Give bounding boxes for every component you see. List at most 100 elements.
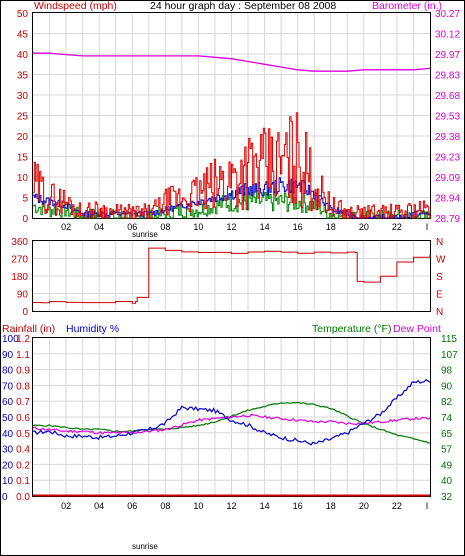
x-tick-label: 16 (293, 222, 303, 232)
humidity-tick: 70 (2, 381, 14, 392)
x-tick-label: 14 (260, 501, 270, 511)
temperature-tick: 40 (441, 476, 453, 487)
direction-compass-tick: N (436, 307, 443, 318)
barometer-tick: 29.23 (435, 153, 460, 164)
direction-degree-tick: 270 (11, 255, 28, 266)
temperature-tick: 74 (441, 413, 453, 424)
temperature-tick: 98 (441, 366, 453, 377)
gridlines (33, 13, 430, 496)
rainfall-tick: 0.2 (16, 460, 30, 471)
rainfall-tick: 0.5 (16, 429, 30, 440)
humidity-tick: 60 (2, 397, 14, 408)
windspeed-tick: 35 (17, 71, 29, 82)
temperature-tick: 49 (441, 460, 453, 471)
dewpoint-line (32, 413, 431, 435)
barometer-tick: 29.53 (435, 112, 460, 123)
windspeed-tick: 40 (17, 50, 29, 61)
x-tick-label: 04 (94, 222, 104, 232)
x-tick-label: 02 (61, 222, 71, 232)
x-tick-label: 08 (160, 222, 170, 232)
dewpoint-axis-label: Dew Point (393, 323, 441, 335)
wind-direction-line (33, 247, 431, 304)
barometer-tick: 29.97 (435, 50, 460, 61)
direction-compass-tick: W (436, 255, 446, 266)
tick-labels: 02 04 06 08 10 12 14 16 18 20 22 I 02 04 06 08 10 12 14 16 1… (2, 9, 460, 511)
x-tick-label: 14 (260, 222, 270, 232)
humidity-line (32, 378, 431, 446)
x-tick-label: 10 (193, 501, 203, 511)
temperature-tick: 32 (441, 492, 453, 503)
humidity-tick: 10 (2, 476, 14, 487)
barometer-tick: 29.68 (435, 91, 460, 102)
humidity-tick: 50 (2, 413, 14, 424)
x-tick-label: 06 (127, 222, 137, 232)
windspeed-tick: 0 (22, 214, 28, 225)
x-tick-label: I (426, 222, 429, 232)
barometer-tick: 30.27 (435, 9, 460, 20)
x-tick-label: 20 (359, 222, 369, 232)
windspeed-tick: 5 (22, 194, 28, 205)
direction-compass-tick: N (436, 237, 443, 248)
rainfall-tick: 0.0 (16, 492, 30, 503)
sunrise-label-top: sunrise (132, 230, 158, 239)
humidity-tick: 100 (2, 334, 19, 345)
wind-series-red (33, 112, 432, 219)
temperature-tick: 57 (441, 445, 453, 456)
humidity-tick: 80 (2, 366, 14, 377)
x-tick-label: 08 (160, 501, 170, 511)
windspeed-tick: 10 (17, 173, 29, 184)
x-tick-label: 06 (127, 501, 137, 511)
barometer-tick: 29.38 (435, 132, 460, 143)
temperature-tick: 90 (441, 381, 453, 392)
direction-compass-tick: S (436, 272, 443, 283)
x-tick-label: 20 (359, 501, 369, 511)
direction-degree-tick: 360 (11, 237, 28, 248)
windspeed-tick: 15 (17, 153, 29, 164)
barometer-axis-label: Barometer (in.) (372, 0, 442, 12)
rainfall-tick: 1.2 (16, 334, 30, 345)
rainfall-tick: 1.1 (16, 350, 30, 361)
chart-title: 24 hour graph day : September 08 2008 (150, 0, 336, 12)
series-group (32, 52, 432, 497)
rainfall-tick: 0.6 (16, 413, 30, 424)
x-tick-label: 22 (392, 501, 402, 511)
rainfall-tick: 0.9 (16, 366, 30, 377)
temperature-tick: 82 (441, 397, 453, 408)
x-tick-label: 12 (226, 222, 236, 232)
temperature-tick: 107 (441, 350, 458, 361)
x-tick-label: 16 (293, 501, 303, 511)
direction-degree-tick: 0 (22, 307, 28, 318)
windspeed-tick: 20 (17, 132, 29, 143)
x-tick-label: 18 (326, 501, 336, 511)
windspeed-tick: 45 (17, 30, 29, 41)
rainfall-tick: 0.4 (16, 445, 30, 456)
x-tick-label: I (426, 501, 429, 511)
x-tick-label: 04 (94, 501, 104, 511)
rainfall-tick: 0.8 (16, 381, 30, 392)
windspeed-tick: 25 (17, 112, 29, 123)
humidity-tick: 90 (2, 350, 14, 361)
rainfall-tick: 0.7 (16, 397, 30, 408)
direction-degree-tick: 90 (17, 290, 29, 301)
temperature-tick: 65 (441, 429, 453, 440)
humidity-tick: 30 (2, 445, 14, 456)
humidity-tick: 40 (2, 429, 14, 440)
windspeed-axis-label: Windspeed (mph) (34, 0, 117, 12)
windspeed-tick: 30 (17, 91, 29, 102)
rainfall-axis-label: Rainfall (in) (2, 323, 55, 335)
temperature-tick: 115 (441, 334, 457, 345)
humidity-tick: 0 (2, 492, 8, 503)
barometer-tick: 29.83 (435, 71, 460, 82)
temperature-axis-label: Temperature (°F) (312, 323, 391, 335)
sunrise-label-bottom: sunrise (132, 542, 158, 551)
windspeed-tick: 50 (17, 9, 29, 20)
barometer-tick: 30.12 (435, 30, 460, 41)
direction-degree-tick: 180 (11, 272, 28, 283)
x-tick-label: 12 (226, 501, 236, 511)
humidity-tick: 20 (2, 460, 14, 471)
barometer-tick: 29.09 (435, 173, 460, 184)
rainfall-tick: 0.1 (16, 476, 30, 487)
x-tick-label: 10 (193, 222, 203, 232)
